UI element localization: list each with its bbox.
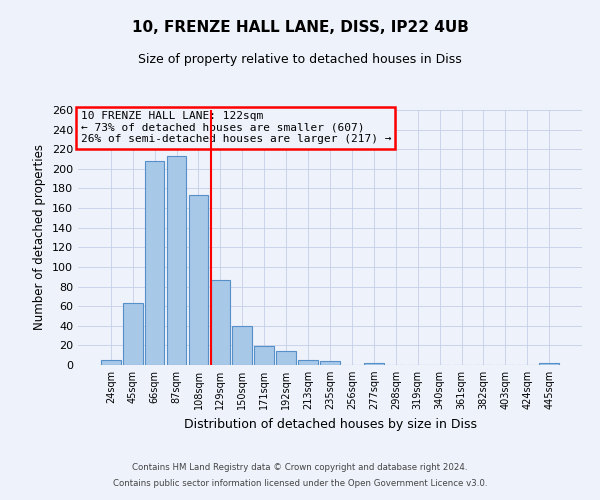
Bar: [254, 346, 274, 365]
Text: Contains HM Land Registry data © Crown copyright and database right 2024.: Contains HM Land Registry data © Crown c…: [132, 464, 468, 472]
Bar: [101, 360, 121, 365]
Bar: [211, 280, 230, 365]
Bar: [276, 352, 296, 365]
Bar: [188, 196, 208, 365]
Bar: [364, 363, 384, 365]
Text: 10 FRENZE HALL LANE: 122sqm
← 73% of detached houses are smaller (607)
26% of se: 10 FRENZE HALL LANE: 122sqm ← 73% of det…: [80, 112, 391, 144]
Bar: [167, 156, 187, 365]
Text: Size of property relative to detached houses in Diss: Size of property relative to detached ho…: [138, 52, 462, 66]
Bar: [320, 361, 340, 365]
Text: 10, FRENZE HALL LANE, DISS, IP22 4UB: 10, FRENZE HALL LANE, DISS, IP22 4UB: [131, 20, 469, 35]
Bar: [123, 303, 143, 365]
Bar: [298, 360, 318, 365]
X-axis label: Distribution of detached houses by size in Diss: Distribution of detached houses by size …: [184, 418, 476, 430]
Bar: [539, 363, 559, 365]
Text: Contains public sector information licensed under the Open Government Licence v3: Contains public sector information licen…: [113, 478, 487, 488]
Bar: [145, 161, 164, 365]
Y-axis label: Number of detached properties: Number of detached properties: [34, 144, 46, 330]
Bar: [232, 326, 252, 365]
